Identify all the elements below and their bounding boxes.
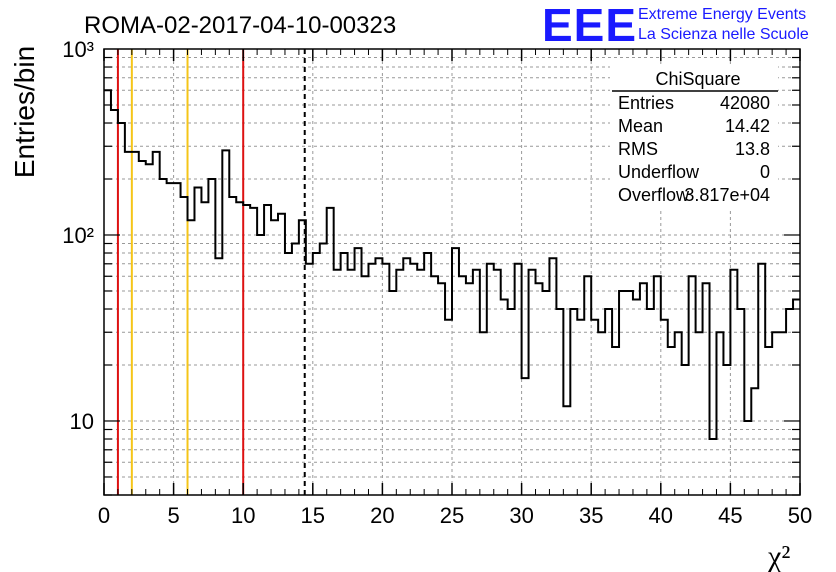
y-axis-label: Entries/bin bbox=[9, 46, 40, 178]
histogram-series bbox=[104, 89, 800, 441]
x-tick-label: 40 bbox=[649, 503, 673, 528]
stats-row-value: 3.817e+04 bbox=[684, 185, 770, 205]
y-tick-label: 10³ bbox=[62, 37, 94, 62]
x-tick-label: 50 bbox=[788, 503, 812, 528]
stats-row-value: 42080 bbox=[720, 93, 770, 113]
x-tick-label: 0 bbox=[98, 503, 110, 528]
stats-row-value: 14.42 bbox=[725, 116, 770, 136]
x-tick-label: 45 bbox=[718, 503, 742, 528]
eee-logo-mark: EEE bbox=[542, 0, 638, 51]
stats-box-background bbox=[610, 66, 778, 210]
stats-row-label: Underflow bbox=[618, 162, 700, 182]
y-tick-label: 10 bbox=[70, 409, 94, 434]
x-tick-label: 20 bbox=[370, 503, 394, 528]
x-axis: 0 5 10 15 20 25 30 35 40 45 50 bbox=[98, 49, 812, 528]
x-tick-label: 5 bbox=[167, 503, 179, 528]
logo-line-2: La Scienza nelle Scuole bbox=[638, 26, 809, 43]
y-tick-label: 10² bbox=[62, 223, 94, 248]
stats-box: ChiSquare Entries 42080 Mean 14.42 RMS 13.8 Und… bbox=[610, 66, 778, 210]
stats-title: ChiSquare bbox=[655, 69, 740, 89]
x-tick-label: 10 bbox=[231, 503, 255, 528]
chart-title: ROMA-02-2017-04-10-00323 bbox=[84, 12, 396, 39]
logo-line-1: Extreme Energy Events bbox=[638, 6, 807, 23]
stats-row-label: RMS bbox=[618, 139, 658, 159]
y-axis: 10 10² 10³ bbox=[62, 37, 800, 496]
x-axis-label: χ² bbox=[767, 540, 790, 572]
reference-lines bbox=[116, 49, 306, 495]
x-tick-label: 15 bbox=[301, 503, 325, 528]
stats-row-value: 13.8 bbox=[735, 139, 770, 159]
x-tick-label: 30 bbox=[509, 503, 533, 528]
x-tick-label: 25 bbox=[440, 503, 464, 528]
eee-logo: EEE Extreme Energy Events La Scienza nel… bbox=[542, 0, 834, 51]
x-tick-label: 35 bbox=[579, 503, 603, 528]
stats-row-label: Mean bbox=[618, 116, 663, 136]
stats-row-label: Entries bbox=[618, 93, 674, 113]
stats-row-label: Overflow bbox=[618, 185, 690, 205]
stats-row-value: 0 bbox=[760, 162, 770, 182]
histogram-step-line bbox=[104, 89, 800, 441]
